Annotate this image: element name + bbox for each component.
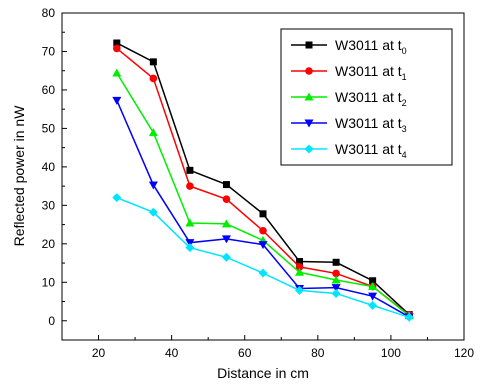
- data-point: [368, 300, 378, 310]
- legend-label-text: W3011 at t: [335, 63, 402, 79]
- legend-label: W3011 at t3: [335, 115, 407, 134]
- legend-label: W3011 at t1: [335, 63, 407, 82]
- data-point: [186, 182, 194, 190]
- series-layer: [112, 39, 414, 322]
- legend-label-subscript: 4: [402, 150, 407, 160]
- y-axis-label: Reflected power in nW: [11, 105, 27, 247]
- data-point: [221, 235, 231, 244]
- data-point: [295, 267, 305, 276]
- legend-label: W3011 at t0: [335, 37, 407, 56]
- plot-frame: [61, 12, 465, 341]
- data-point: [296, 258, 304, 266]
- legend-item: W3011 at t4: [291, 141, 407, 160]
- legend-label-subscript: 2: [402, 98, 407, 108]
- legend-swatch-marker: [304, 144, 314, 154]
- data-point: [259, 226, 267, 235]
- y-tick-label: 80: [42, 6, 56, 20]
- data-point: [222, 181, 230, 189]
- legend-label-text: W3011 at t: [335, 89, 402, 105]
- data-point: [259, 210, 267, 218]
- data-point: [112, 68, 122, 77]
- data-point: [185, 243, 195, 253]
- y-tick-label: 10: [42, 275, 56, 289]
- data-point: [185, 239, 195, 248]
- data-point: [368, 282, 378, 291]
- y-tick-label: 60: [42, 83, 56, 97]
- legend-label: W3011 at t4: [335, 141, 407, 160]
- data-point: [148, 128, 158, 137]
- data-point: [148, 181, 158, 190]
- data-point: [258, 241, 268, 250]
- data-point: [331, 284, 341, 293]
- x-tick-label: 100: [381, 346, 401, 360]
- legend-item: W3011 at t3: [291, 115, 407, 134]
- data-point: [185, 218, 195, 227]
- legend-label-text: W3011 at t: [335, 37, 402, 53]
- data-point: [295, 263, 304, 271]
- data-point: [222, 195, 231, 203]
- legend-label-text: W3011 at t: [335, 115, 402, 131]
- axis-ticks: [62, 12, 465, 340]
- y-tick-label: 40: [42, 160, 56, 174]
- legend-item: W3011 at t0: [291, 37, 407, 56]
- data-point: [221, 252, 231, 262]
- series-4: [112, 193, 414, 322]
- legend-label-subscript: 0: [402, 46, 407, 56]
- x-tick-label: 20: [92, 346, 106, 360]
- data-point: [258, 268, 268, 278]
- data-point: [332, 269, 340, 278]
- data-point: [404, 312, 414, 322]
- data-point: [331, 288, 341, 298]
- y-tick-label: 30: [42, 198, 56, 212]
- data-point: [112, 193, 122, 203]
- data-point: [148, 207, 158, 217]
- data-point: [368, 292, 378, 301]
- data-point: [113, 44, 121, 53]
- legend-item: W3011 at t2: [291, 89, 407, 108]
- data-point: [221, 219, 231, 228]
- legend-swatch-marker: [305, 41, 313, 49]
- legend-swatch-marker: [304, 119, 314, 128]
- data-point: [186, 166, 194, 174]
- data-point: [331, 275, 341, 284]
- x-tick-label: 120: [454, 346, 474, 360]
- data-point: [369, 277, 377, 285]
- legend-label-subscript: 1: [402, 72, 407, 82]
- legend-label-text: W3011 at t: [335, 141, 402, 157]
- legend-swatch-marker: [304, 92, 314, 101]
- x-tick-label: 40: [165, 346, 179, 360]
- x-tick-label: 60: [238, 346, 252, 360]
- data-point: [113, 39, 121, 47]
- legend-swatch-marker: [305, 67, 313, 75]
- data-point: [112, 96, 122, 105]
- data-point: [149, 58, 157, 66]
- x-axis-label: Distance in cm: [217, 365, 309, 381]
- y-tick-label: 20: [42, 237, 56, 251]
- data-point: [149, 74, 158, 83]
- data-point: [332, 258, 340, 266]
- y-tick-label: 0: [48, 314, 55, 328]
- y-tick-label: 50: [42, 121, 56, 135]
- y-tick-label: 70: [42, 44, 56, 58]
- legend-item: W3011 at t1: [291, 63, 407, 82]
- data-point: [295, 285, 305, 295]
- legend-label: W3011 at t2: [335, 89, 407, 108]
- legend-label-subscript: 3: [402, 124, 407, 134]
- x-tick-label: 80: [311, 346, 325, 360]
